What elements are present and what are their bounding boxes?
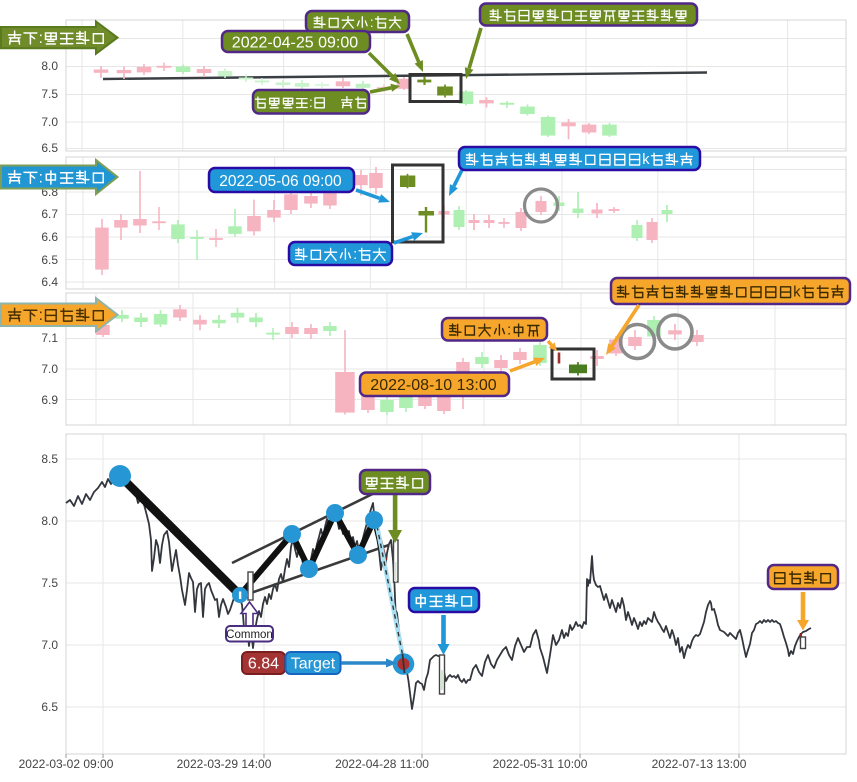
svg-text:8.5: 8.5	[41, 452, 58, 466]
svg-text:2022-03-02 09:00: 2022-03-02 09:00	[19, 757, 114, 771]
svg-text:2022-03-29 14:00: 2022-03-29 14:00	[177, 757, 272, 771]
svg-text:6.6: 6.6	[41, 230, 58, 244]
svg-text:8.0: 8.0	[41, 59, 58, 73]
svg-text::: :	[370, 14, 374, 30]
svg-text:7.0: 7.0	[41, 638, 58, 652]
svg-text:k: k	[793, 284, 801, 300]
svg-text:2022-08-10 13:00: 2022-08-10 13:00	[370, 377, 496, 394]
svg-text:2022-05-06 09:00: 2022-05-06 09:00	[219, 173, 342, 190]
svg-text:6.4: 6.4	[41, 275, 58, 289]
svg-text::: :	[39, 307, 43, 324]
svg-text::: :	[353, 247, 357, 263]
svg-text:7.0: 7.0	[41, 362, 58, 376]
svg-text:7.0: 7.0	[41, 115, 58, 129]
svg-text:2022-04-25 09:00: 2022-04-25 09:00	[232, 34, 358, 51]
svg-text::: :	[39, 30, 43, 47]
svg-text:2022-05-31 10:00: 2022-05-31 10:00	[493, 757, 588, 771]
svg-text:6.5: 6.5	[41, 700, 58, 714]
svg-text:2022-04-28 11:00: 2022-04-28 11:00	[335, 757, 429, 771]
svg-text:7.5: 7.5	[41, 87, 58, 101]
svg-text::: :	[39, 169, 43, 186]
svg-text:2022-07-13 13:00: 2022-07-13 13:00	[652, 757, 747, 771]
svg-text:7.5: 7.5	[41, 576, 58, 590]
svg-text:6.84: 6.84	[248, 656, 279, 673]
svg-text::: :	[507, 323, 511, 339]
svg-text:6.5: 6.5	[41, 141, 58, 155]
svg-text:8.0: 8.0	[41, 514, 58, 528]
svg-text:6.7: 6.7	[41, 207, 58, 221]
svg-text:6.9: 6.9	[41, 393, 58, 407]
svg-text:7.1: 7.1	[41, 331, 58, 345]
svg-text:Target: Target	[291, 656, 336, 673]
svg-text:k: k	[642, 152, 650, 168]
svg-text::: :	[309, 95, 313, 110]
svg-text:6.5: 6.5	[41, 253, 58, 267]
svg-text:Common: Common	[226, 629, 273, 641]
